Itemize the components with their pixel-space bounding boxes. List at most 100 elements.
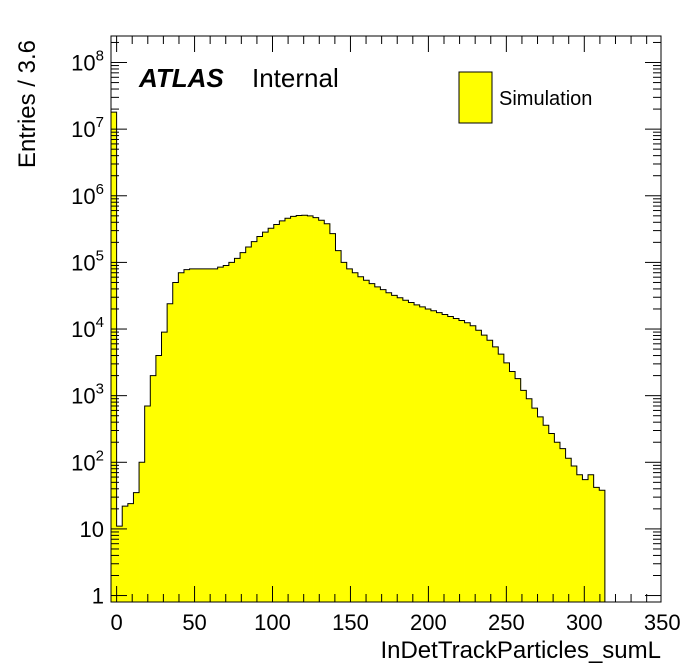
histogram-bar	[357, 276, 364, 602]
x-tick-label: 0	[110, 610, 122, 635]
histogram-bar	[554, 442, 561, 602]
histogram-bars	[111, 112, 606, 603]
histogram-bar	[324, 223, 331, 602]
histogram-bar	[234, 258, 241, 602]
histogram-bar	[111, 112, 118, 602]
histogram-bar	[335, 250, 342, 602]
histogram-bar	[212, 268, 219, 602]
histogram-bar	[531, 408, 538, 602]
histogram-bar	[369, 283, 376, 602]
histogram-bar	[374, 286, 381, 602]
histogram-bar	[127, 503, 134, 602]
histogram-bar	[526, 398, 533, 602]
histogram-bar	[559, 448, 566, 602]
histogram-bar	[341, 262, 348, 602]
histogram-bar	[178, 272, 185, 602]
y-tick-label: 108	[71, 48, 104, 76]
x-tick-label: 150	[332, 610, 369, 635]
histogram-bar	[498, 354, 505, 602]
histogram-bar	[183, 269, 190, 602]
y-tick-label: 10	[80, 517, 104, 542]
histogram-bar	[419, 306, 426, 602]
histogram-bar	[139, 462, 146, 602]
y-tick-label: 1	[92, 584, 104, 609]
histogram-bar	[481, 335, 488, 602]
histogram-bar	[582, 479, 589, 602]
histogram-bar	[256, 236, 263, 603]
histogram-bar	[520, 390, 527, 602]
histogram-bar	[155, 355, 162, 602]
x-tick-label: 200	[410, 610, 447, 635]
histogram-bar	[290, 216, 297, 602]
histogram-bar	[217, 267, 224, 602]
histogram-bar	[279, 220, 286, 602]
histogram-bar	[144, 405, 151, 602]
histogram-bar	[447, 316, 454, 602]
histogram-bar	[475, 330, 482, 602]
histogram-bar	[492, 346, 499, 602]
x-tick-label: 50	[182, 610, 206, 635]
y-tick-label: 107	[71, 114, 104, 142]
x-tick-labels: 0 50 100 150 200 250 300 350	[110, 610, 680, 635]
histogram-bar	[228, 262, 235, 602]
histogram-bar	[150, 375, 157, 602]
histogram-bar	[133, 492, 140, 602]
histogram-bar	[273, 224, 280, 603]
x-tick-label: 350	[644, 610, 681, 635]
histogram-bar	[296, 215, 303, 602]
histogram-bar	[464, 322, 471, 602]
histogram-bar	[408, 302, 415, 602]
histogram-bar	[503, 362, 510, 602]
histogram-bar	[245, 247, 252, 602]
y-tick-label: 104	[71, 314, 104, 342]
histogram-bar	[206, 268, 213, 602]
histogram-bar	[543, 425, 550, 602]
histogram-bar	[515, 378, 522, 602]
y-tick-label: 106	[71, 181, 104, 209]
x-axis-title: InDetTrackParticles_sumL	[380, 637, 661, 664]
histogram-bar	[458, 320, 465, 602]
histogram-bar	[161, 332, 168, 602]
histogram-bar	[470, 325, 477, 602]
histogram-bar	[172, 282, 179, 602]
histogram-bar	[565, 458, 572, 602]
histogram-bar	[167, 303, 174, 602]
histogram-bar	[363, 280, 370, 602]
histogram-bar	[380, 289, 387, 602]
histogram-bar	[414, 304, 421, 602]
histogram-bar	[436, 312, 443, 602]
histogram-bar	[313, 217, 320, 602]
y-tick-label: 105	[71, 247, 104, 275]
histogram-bar	[537, 416, 544, 602]
legend-entry-simulation: Simulation	[499, 88, 592, 110]
x-tick-label: 100	[254, 610, 291, 635]
histogram-bar	[262, 232, 269, 603]
histogram-bar	[425, 308, 432, 602]
histogram-bar	[391, 295, 398, 602]
histogram-bar	[195, 268, 202, 602]
histogram-bar	[251, 241, 258, 602]
histogram-bar	[593, 487, 600, 602]
histogram-bar	[223, 265, 230, 602]
plot-frame	[110, 35, 662, 603]
histogram-bar	[548, 433, 555, 602]
histogram-bar	[240, 252, 247, 602]
histogram-bar	[588, 474, 595, 602]
histogram-bar	[386, 292, 393, 602]
histogram-bar	[346, 268, 353, 602]
histogram-bar	[268, 228, 275, 602]
histogram-bar	[200, 268, 207, 602]
histogram-bar	[284, 218, 291, 602]
histogram-bar	[430, 310, 437, 602]
y-tick-labels: 1 10 102 103 104 105 106 107 108	[71, 48, 104, 609]
histogram-bar	[509, 371, 516, 602]
histogram-outline	[110, 111, 606, 602]
internal-label: Internal	[252, 63, 339, 93]
y-tick-label: 103	[71, 381, 104, 409]
histogram-bar	[402, 300, 409, 602]
histogram-bar	[318, 220, 325, 603]
histogram-bar	[571, 465, 578, 602]
histogram-bar	[122, 506, 129, 602]
histogram-bar	[307, 215, 314, 602]
